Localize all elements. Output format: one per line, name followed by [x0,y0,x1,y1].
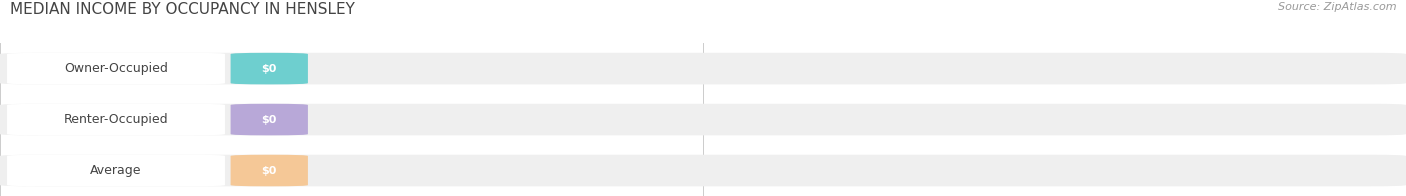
FancyBboxPatch shape [7,104,225,135]
Text: Renter-Occupied: Renter-Occupied [63,113,169,126]
FancyBboxPatch shape [0,53,1406,84]
Text: Average: Average [90,164,142,177]
FancyBboxPatch shape [0,104,1406,135]
Text: Owner-Occupied: Owner-Occupied [65,62,167,75]
FancyBboxPatch shape [231,104,308,135]
Text: $0: $0 [262,165,277,176]
FancyBboxPatch shape [0,155,1406,186]
Text: MEDIAN INCOME BY OCCUPANCY IN HENSLEY: MEDIAN INCOME BY OCCUPANCY IN HENSLEY [10,2,354,17]
FancyBboxPatch shape [7,53,225,84]
FancyBboxPatch shape [231,53,308,84]
FancyBboxPatch shape [7,155,225,186]
Text: $0: $0 [262,64,277,74]
Text: Source: ZipAtlas.com: Source: ZipAtlas.com [1278,2,1396,12]
Text: $0: $0 [262,114,277,125]
FancyBboxPatch shape [231,155,308,186]
